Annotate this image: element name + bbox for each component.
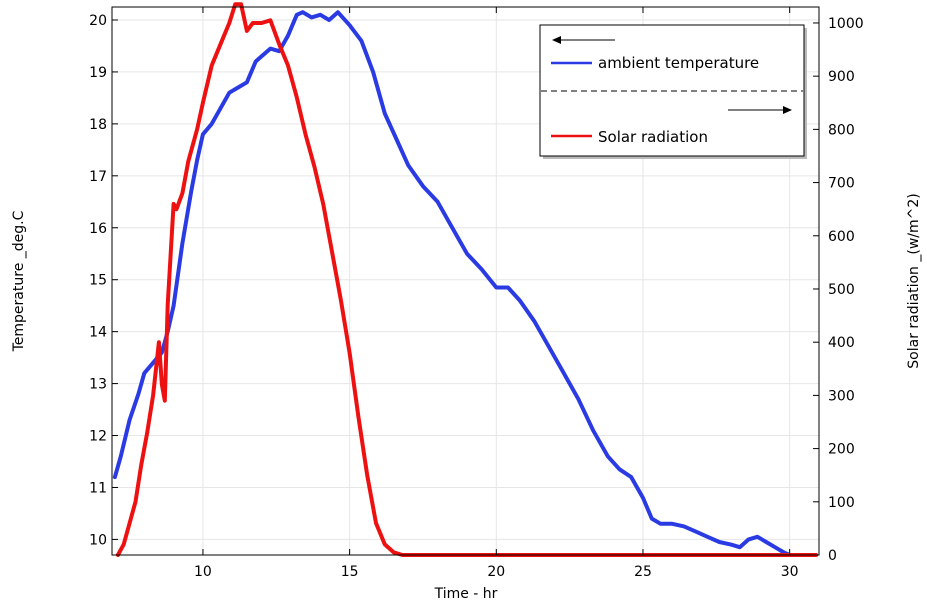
series-line-ambient-temperature [112, 10, 792, 557]
y-right-tick-label: 500 [828, 282, 855, 298]
y-left-tick-label: 14 [89, 325, 107, 341]
y-left-tick-label: 11 [89, 480, 107, 496]
y-left-tick-label: 13 [89, 377, 107, 393]
y-left-tick-label: 18 [89, 117, 107, 133]
axis-ticks: 10 15 20 25 30101112131415161718192001002003… [89, 7, 864, 580]
y-left-tick-label: 16 [89, 221, 107, 237]
y-axis-left-title: Temperature _deg.C [11, 210, 27, 352]
y-right-tick-label: 1000 [828, 16, 864, 32]
y-left-tick-label: 10 [89, 532, 107, 548]
y-right-tick-label: 0 [828, 548, 837, 564]
left-axis-arrow [552, 36, 615, 44]
y-left-tick-label: 15 [89, 273, 107, 289]
y-axis-right-title: Solar radiation _(w/m^2) [906, 193, 922, 368]
x-tick-label: 30 [781, 564, 799, 580]
legend: ambient temperature Solar radiation [539, 24, 807, 159]
y-left-tick-label: 17 [89, 169, 107, 185]
right-axis-arrow [728, 106, 792, 114]
y-left-tick-label: 20 [89, 13, 107, 29]
y-right-tick-label: 300 [828, 388, 855, 404]
y-right-tick-label: 200 [828, 442, 855, 458]
legend-label-ambient-temperature: ambient temperature [598, 54, 759, 72]
y-right-tick-label: 100 [828, 495, 855, 511]
x-tick-label: 25 [634, 564, 652, 580]
y-right-tick-label: 600 [828, 229, 855, 245]
plot-frame [111, 6, 820, 556]
y-right-tick-label: 900 [828, 69, 855, 85]
x-axis-title: Time - hr [434, 586, 498, 602]
x-tick-label: 20 [487, 564, 505, 580]
y-left-tick-label: 12 [89, 429, 107, 445]
y-right-tick-label: 700 [828, 176, 855, 192]
x-tick-label: 10 [194, 564, 212, 580]
y-right-tick-label: 400 [828, 335, 855, 351]
y-right-tick-label: 800 [828, 122, 855, 138]
legend-label-solar-radiation: Solar radiation [598, 128, 708, 146]
x-tick-label: 15 [341, 564, 359, 580]
y-left-tick-label: 19 [89, 65, 107, 81]
